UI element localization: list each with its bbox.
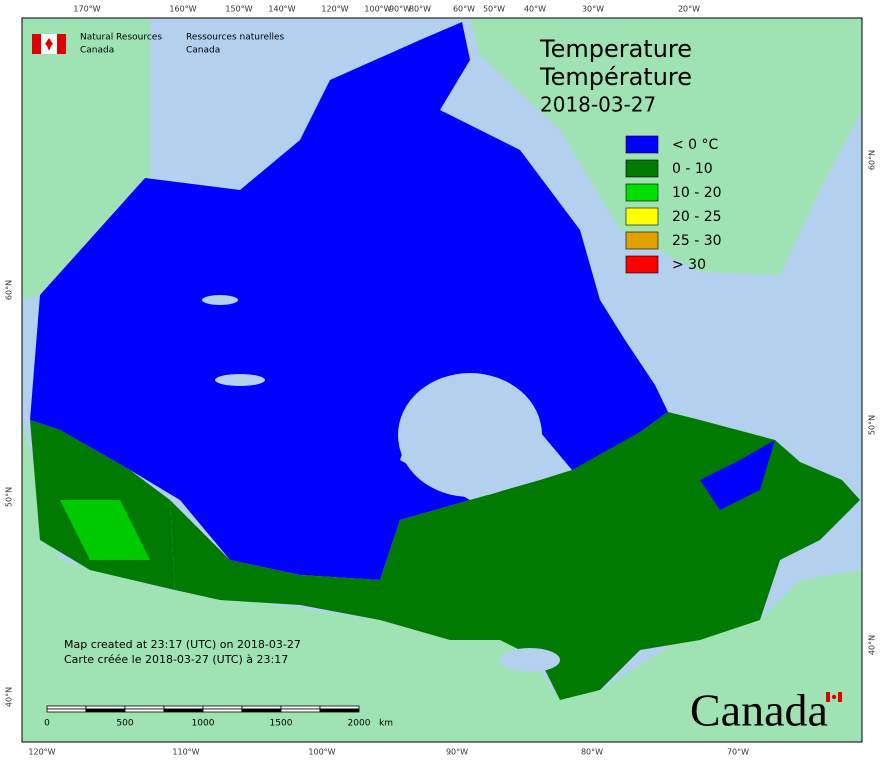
lon-label: 140°W (268, 5, 295, 14)
hudson-bay (398, 373, 542, 497)
legend: < 0 °C 0 - 10 10 - 20 20 - 25 25 - 30 > 30 (625, 135, 722, 274)
title-fr: Température (539, 63, 692, 91)
lat-label: 50°N (5, 487, 14, 507)
logo: Natural Resources Canada Ressources natu… (32, 33, 285, 56)
legend-label: 25 - 30 (672, 233, 722, 249)
legend-swatch (625, 135, 659, 154)
scale-segment (241, 708, 282, 713)
lat-label: 40°N (5, 687, 14, 707)
lon-label: 150°W (225, 5, 252, 14)
maple-leaf (45, 38, 53, 51)
alaska (22, 18, 150, 300)
org-en: Canada (80, 46, 114, 56)
canada-mild (170, 412, 860, 700)
graticule-labels: 170°W 160°W 150°W 140°W 120°W 100°W 90°W… (5, 5, 877, 757)
lon-label: 60°W (453, 5, 475, 14)
scale-label: 1000 (192, 719, 215, 729)
scale-segment (85, 708, 126, 713)
flag-bar (826, 692, 830, 702)
scale-segment (46, 705, 87, 710)
legend-label: < 0 °C (672, 137, 719, 153)
lake (202, 295, 238, 305)
lat-label: 40°N (868, 635, 877, 655)
canada-cold (30, 22, 668, 580)
lon-label: 110°W (172, 748, 199, 757)
lon-label: 30°W (582, 5, 604, 14)
greenland (470, 18, 862, 275)
quebec-cold (700, 440, 775, 510)
usa (22, 420, 862, 742)
scale-segment (163, 708, 204, 713)
scale-segment (280, 708, 321, 713)
credit: Carte créée le 2018-03-27 (UTC) à 23:17 (64, 653, 288, 666)
maple-leaf (831, 694, 837, 700)
org-fr: Ressources naturelles (186, 33, 285, 43)
lon-label: 90°W (446, 748, 468, 757)
org-en: Natural Resources (80, 33, 162, 43)
flag-bar (838, 692, 842, 702)
scale-segment (202, 705, 243, 710)
lon-label: 170°W (73, 5, 100, 14)
scale-segment (202, 708, 243, 713)
scale-unit: km (379, 719, 393, 729)
lon-label: 100°W (364, 5, 391, 14)
scale-label: 0 (44, 719, 50, 729)
lon-label: 160°W (169, 5, 196, 14)
title-en: Temperature (539, 35, 692, 63)
scale-segment (124, 708, 165, 713)
scale-segment (124, 705, 165, 710)
scale-segment (241, 705, 282, 710)
wordmark: Canada (690, 685, 828, 736)
lon-label: 80°W (581, 748, 603, 757)
lon-label: 120°W (321, 5, 348, 14)
legend-label: 10 - 20 (672, 185, 722, 201)
scale-label: 2000 (348, 719, 371, 729)
legend-label: 0 - 10 (672, 161, 713, 177)
legend-swatch (625, 255, 659, 274)
legend-label: > 30 (672, 257, 706, 273)
lon-label: 120°W (28, 748, 55, 757)
lon-label: 80°W (409, 5, 431, 14)
scale-segment (85, 705, 126, 710)
legend-label: 20 - 25 (672, 209, 722, 225)
frame (21, 17, 863, 743)
scale-segment (319, 705, 360, 710)
legend-swatch (625, 207, 659, 226)
org-fr: Canada (186, 46, 220, 56)
great-lakes (500, 648, 560, 672)
flag-bar (57, 34, 66, 54)
lake (215, 374, 265, 386)
lat-label: 60°N (5, 280, 14, 300)
scale-label: 500 (116, 719, 133, 729)
scale-segment (319, 708, 360, 713)
scale-label: 1500 (270, 719, 293, 729)
lon-label: 40°W (524, 5, 546, 14)
lon-label: 90°W (389, 5, 411, 14)
legend-swatch (625, 159, 659, 178)
scale-segment (163, 705, 204, 710)
credit: Map created at 23:17 (UTC) on 2018-03-27 (64, 638, 301, 651)
scale-segment (280, 705, 321, 710)
lon-label: 20°W (678, 5, 700, 14)
scale-bar: 0 500 1000 1500 2000 km (44, 705, 393, 729)
flag-bar (32, 34, 41, 54)
lon-label: 100°W (308, 748, 335, 757)
legend-swatch (625, 231, 659, 250)
lat-label: 60°N (868, 150, 877, 170)
lat-label: 50°N (868, 415, 877, 435)
lon-label: 50°W (483, 5, 505, 14)
lon-label: 70°W (727, 748, 749, 757)
scale-segment (46, 708, 87, 713)
legend-swatch (625, 183, 659, 202)
wordmark-flag (826, 692, 842, 702)
canada-bc-warm (60, 500, 150, 560)
title-date: 2018-03-27 (540, 93, 656, 117)
